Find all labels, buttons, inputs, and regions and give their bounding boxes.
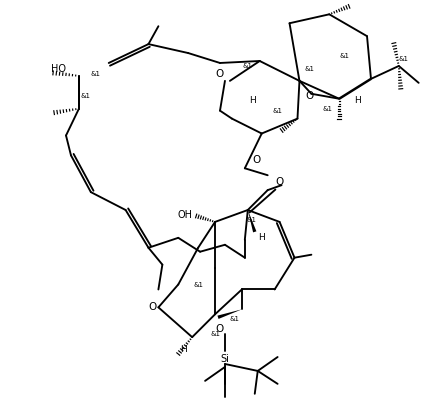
Text: &1: &1 [305, 66, 314, 72]
Text: &1: &1 [193, 281, 203, 288]
Text: O: O [216, 324, 224, 334]
Polygon shape [248, 210, 257, 232]
Polygon shape [339, 78, 371, 100]
Text: O: O [305, 91, 313, 101]
Text: &1: &1 [273, 108, 283, 114]
Text: H: H [180, 344, 187, 354]
Text: O: O [148, 302, 156, 312]
Text: O: O [253, 155, 261, 165]
Text: H: H [250, 96, 256, 105]
Text: O: O [216, 69, 224, 79]
Text: &1: &1 [322, 106, 332, 112]
Text: H: H [354, 96, 361, 105]
Text: OH: OH [177, 210, 192, 220]
Text: Si: Si [221, 354, 229, 364]
Text: HO: HO [51, 64, 66, 74]
Polygon shape [218, 310, 242, 319]
Text: &1: &1 [230, 316, 240, 322]
Text: &1: &1 [339, 53, 349, 59]
Text: &1: &1 [247, 217, 257, 223]
Text: &1: &1 [81, 93, 91, 99]
Text: &1: &1 [210, 331, 220, 337]
Text: O: O [275, 177, 284, 187]
Text: &1: &1 [243, 63, 253, 69]
Text: H: H [258, 234, 265, 242]
Text: &1: &1 [399, 56, 409, 62]
Text: &1: &1 [91, 71, 101, 77]
